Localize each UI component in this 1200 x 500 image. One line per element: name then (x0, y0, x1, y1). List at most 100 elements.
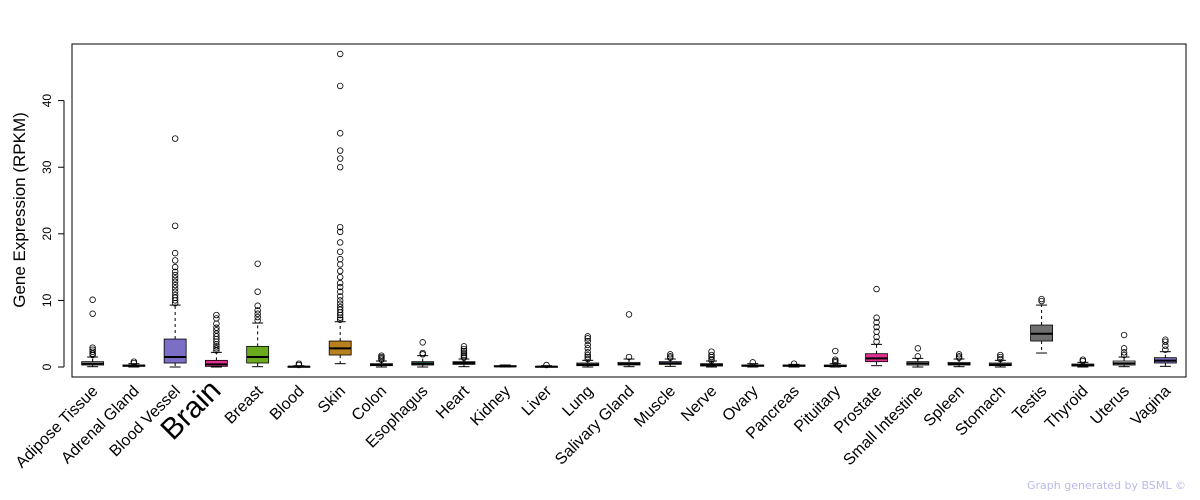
box-small-intestine (906, 345, 930, 368)
outlier-point (378, 352, 385, 359)
outlier-point (584, 353, 591, 361)
y-axis: 0 10 20 30 40 (40, 94, 65, 370)
outlier-point (1162, 346, 1169, 353)
outlier-point (667, 351, 674, 358)
outlier-point (254, 317, 261, 324)
y-tick-label: 30 (40, 160, 54, 174)
outlier-point (254, 288, 261, 295)
outlier-point (955, 353, 963, 360)
box-blood-vessel (163, 135, 187, 368)
outlier-point (460, 345, 468, 353)
outlier-point (1038, 297, 1045, 305)
box-body (246, 345, 270, 364)
outlier-point (171, 222, 179, 230)
outlier-point (1120, 349, 1128, 356)
outlier-point (171, 288, 179, 295)
box-salivary-gland (617, 311, 641, 368)
outlier-point (336, 239, 344, 246)
box-thyroid (1071, 356, 1095, 368)
outlier-point (336, 223, 344, 231)
outlier-point (832, 356, 839, 363)
outlier-point (213, 315, 220, 322)
outlier-point (295, 360, 303, 367)
outlier-point (708, 348, 715, 355)
outlier-point (584, 349, 591, 356)
outlier-point (213, 320, 220, 327)
outlier-point (873, 314, 880, 321)
outlier-point (584, 345, 591, 352)
outlier-point (336, 147, 344, 154)
box-blood (287, 360, 311, 369)
outlier-point (832, 347, 839, 355)
box-esophagus (411, 339, 435, 368)
box-colon (370, 352, 393, 368)
outlier-point (336, 82, 344, 90)
box-prostate (865, 285, 888, 367)
outlier-point (584, 335, 591, 342)
outlier-point (213, 311, 220, 319)
box-heart (452, 343, 476, 368)
outlier-point (873, 338, 880, 345)
outlier-point (1079, 356, 1087, 363)
outlier-point (419, 349, 426, 357)
outlier-point (584, 341, 591, 349)
outlier-point (213, 343, 220, 350)
outlier-point (997, 355, 1004, 363)
box-vagina (1153, 336, 1177, 367)
x-tick-label: Muscle (631, 383, 679, 431)
box-breast (246, 260, 270, 368)
outlier-point (213, 345, 220, 352)
box-brain (205, 311, 228, 368)
outlier-point (89, 296, 96, 303)
box-kidney (493, 364, 517, 368)
outlier-point (584, 333, 591, 340)
outlier-point (997, 351, 1004, 359)
outlier-point (336, 255, 344, 263)
outlier-point (171, 291, 179, 299)
box-series (81, 50, 1177, 369)
outlier-point (336, 300, 344, 307)
x-tick-label: Liver (519, 382, 556, 419)
outlier-point (336, 303, 344, 311)
box-adrenal-gland (122, 358, 146, 368)
outlier-point (460, 343, 468, 350)
box-pancreas (782, 360, 806, 368)
outlier-point (336, 130, 344, 137)
outlier-point (254, 307, 261, 314)
outlier-point (336, 279, 344, 287)
outlier-point (336, 261, 344, 268)
x-tick-label: Blood (267, 383, 308, 424)
outlier-point (171, 257, 179, 264)
outlier-point (171, 249, 179, 257)
y-axis-label: Gene Expression (RPKM) (10, 112, 29, 308)
outlier-point (749, 359, 756, 366)
outlier-point (171, 278, 179, 285)
outlier-point (460, 353, 468, 360)
outlier-point (584, 355, 591, 363)
box-stomach (988, 351, 1012, 368)
outlier-point (254, 313, 261, 321)
box-body (163, 338, 187, 364)
outlier-point (997, 353, 1004, 361)
outlier-point (336, 288, 344, 295)
outlier-point (254, 310, 261, 317)
outlier-point (1120, 345, 1128, 352)
outlier-point (419, 351, 426, 358)
credit-text: Graph generated by BSML © (1027, 479, 1186, 492)
outlier-point (419, 339, 426, 346)
outlier-point (171, 135, 179, 142)
box-lung (576, 333, 600, 368)
y-tick-label: 0 (40, 363, 54, 370)
y-tick-label: 20 (40, 227, 54, 241)
x-tick-label: Skin (315, 383, 349, 417)
x-tick-label: Lung (559, 383, 596, 420)
box-pituitary (823, 347, 847, 368)
x-tick-label: Kidney (467, 383, 514, 430)
outlier-point (790, 360, 798, 367)
outlier-point (1120, 331, 1128, 339)
outlier-point (584, 337, 591, 345)
outlier-point (336, 273, 344, 281)
outlier-point (89, 346, 96, 353)
